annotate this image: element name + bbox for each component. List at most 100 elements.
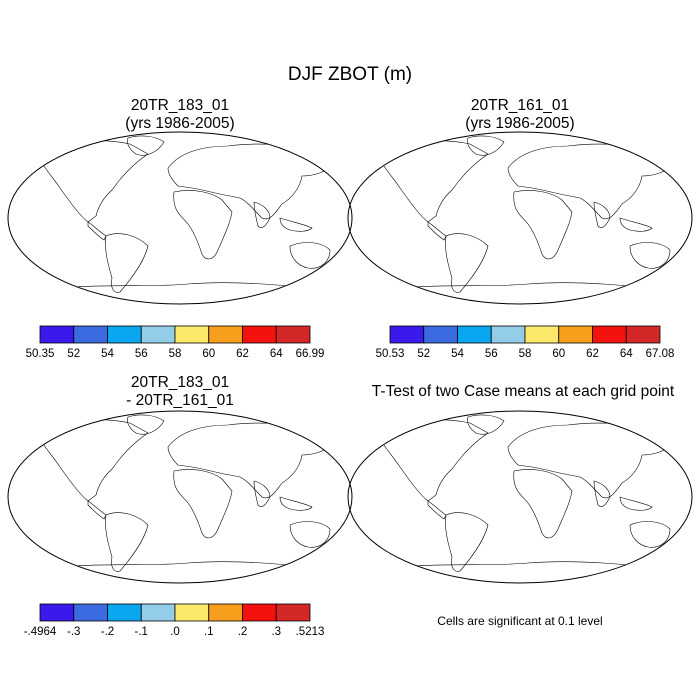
panel3-colorbar-box — [275, 603, 311, 622]
panel3-colorbar-label: -.1 — [135, 626, 148, 638]
panel1-title-line2: (yrs 1986-2005) — [125, 115, 235, 132]
panel4-significant-cells — [418, 435, 444, 457]
panel3-map-frame — [7, 410, 353, 584]
panel2-title: 20TR_161_01 (yrs 1986-2005) — [370, 97, 670, 133]
panel4-significant-cells — [548, 427, 658, 453]
panel2-colorbar: 50.53 52 54 56 58 60 62 64 67.08 — [376, 325, 674, 360]
panel3-colorbar-box — [107, 603, 142, 622]
panel3-colorbar-box — [174, 603, 210, 622]
panel3-coastline — [104, 512, 149, 572]
panel2-colorbar-box — [524, 325, 560, 344]
panel2-colorbar-label: 50.53 — [376, 348, 405, 360]
panel3-coastline — [87, 500, 107, 520]
panel1-colorbar-label: 56 — [135, 348, 148, 360]
panel4-significant-cells — [443, 425, 457, 435]
panel4-coastline — [593, 480, 611, 508]
panel2-coastline — [375, 140, 489, 223]
panel4-coastline — [444, 512, 489, 572]
panel3-region — [198, 421, 318, 456]
panel3-colorbar-label: -.3 — [67, 626, 80, 638]
panel3-colorbar-box — [208, 603, 243, 622]
panel1-colorbar-label: 52 — [67, 348, 80, 360]
panel3-coastline — [167, 422, 335, 499]
panel2-map — [347, 131, 693, 305]
panel1-title: 20TR_183_01 (yrs 1986-2005) — [30, 97, 330, 133]
panel1-band — [8, 206, 352, 214]
panel1-band — [8, 188, 352, 198]
panel4-significant-cells — [348, 563, 692, 583]
panel4-map-frame — [347, 410, 693, 584]
panel3-region — [8, 471, 352, 501]
panel2-title-line1: 20TR_161_01 — [470, 97, 570, 114]
panel3-coastline — [173, 468, 233, 539]
panel1-coastline — [104, 233, 149, 293]
panel1-band — [8, 166, 352, 178]
panel2-coastline — [507, 143, 675, 220]
figure-title: DJF ZBOT (m) — [287, 64, 413, 85]
panel2-colorbar-box — [625, 325, 661, 344]
panel1-colorbar-box — [73, 325, 108, 344]
panel2-coastline — [348, 282, 692, 304]
panel3-colorbar-box — [39, 603, 75, 622]
panel1-coastline — [8, 282, 352, 304]
panel3-region — [8, 414, 352, 583]
panel2-coastline — [427, 221, 447, 241]
panel2-band — [348, 290, 692, 296]
panel2-band — [348, 135, 692, 154]
panel1-colorbar-label: 62 — [236, 348, 249, 360]
panel1-coastline — [173, 189, 233, 260]
panel1-coastline — [167, 143, 335, 220]
panel2-title-line2: (yrs 1986-2005) — [465, 115, 575, 132]
panel1-coastline — [87, 221, 107, 241]
panel1-coastline — [253, 201, 271, 229]
panel2-colorbar-label: 54 — [451, 348, 464, 360]
panel4-significant-cells — [598, 483, 610, 495]
panel3-title-line1: 20TR_183_01 — [130, 374, 230, 391]
panel4-coastline — [375, 419, 489, 502]
significance-note: Cells are significant at 0.1 level — [437, 614, 603, 628]
panel4-coastline — [348, 561, 692, 583]
panel3-colorbar-label: .5213 — [296, 626, 325, 638]
panel1-band — [8, 290, 352, 296]
panel1-colorbar-box — [107, 325, 142, 344]
panel3-colorbar: -.4964 -.3 -.2 -.1 .0 .1 .2 .3 .5213 — [24, 603, 325, 638]
panel1-colorbar-label: 60 — [202, 348, 215, 360]
panel2-colorbar-box — [457, 325, 492, 344]
panel3-colorbar-label: .2 — [238, 626, 248, 638]
panel3-colorbar-label: .3 — [271, 626, 281, 638]
panel3-map — [7, 410, 353, 584]
panel2-colorbar-label: 56 — [485, 348, 498, 360]
panel2-band — [348, 198, 692, 206]
panel2-band — [348, 188, 692, 198]
panel2-coastline — [444, 233, 489, 293]
panel2-map-frame — [347, 131, 693, 305]
panel3-region — [188, 511, 218, 531]
panel3-region — [28, 421, 118, 461]
panel3-region — [108, 426, 128, 440]
panel1-title-line1: 20TR_183_01 — [130, 97, 230, 114]
panel3-colorbar-label: -.4964 — [24, 626, 57, 638]
panel1-band — [8, 296, 352, 304]
panel3-title: 20TR_183_01 - 20TR_161_01 — [30, 374, 330, 410]
panel4-map — [347, 410, 693, 584]
panel4-coastline — [513, 468, 573, 539]
panel4-significant-cells — [648, 531, 658, 541]
panel3-colorbar-box — [242, 603, 277, 622]
panel3-colorbar-box — [140, 603, 176, 622]
panel1-map — [7, 131, 353, 305]
panel4-significant-cells — [528, 441, 548, 451]
panel2-band — [348, 206, 692, 214]
panel2-colorbar-label: 60 — [552, 348, 565, 360]
panel1-coastline — [279, 217, 313, 232]
panel2-colorbar-box — [389, 325, 425, 344]
panel1-colorbar-label: 64 — [270, 348, 283, 360]
panel2-coastline — [513, 189, 573, 260]
panel4-significant-cells — [488, 523, 496, 531]
panel3-colorbar-label: .1 — [204, 626, 214, 638]
panel1-band — [8, 214, 352, 284]
panel3-coastline — [279, 496, 313, 511]
panel1-colorbar-box — [242, 325, 277, 344]
panel3-coastline — [253, 480, 271, 508]
panel3-region — [8, 561, 352, 583]
